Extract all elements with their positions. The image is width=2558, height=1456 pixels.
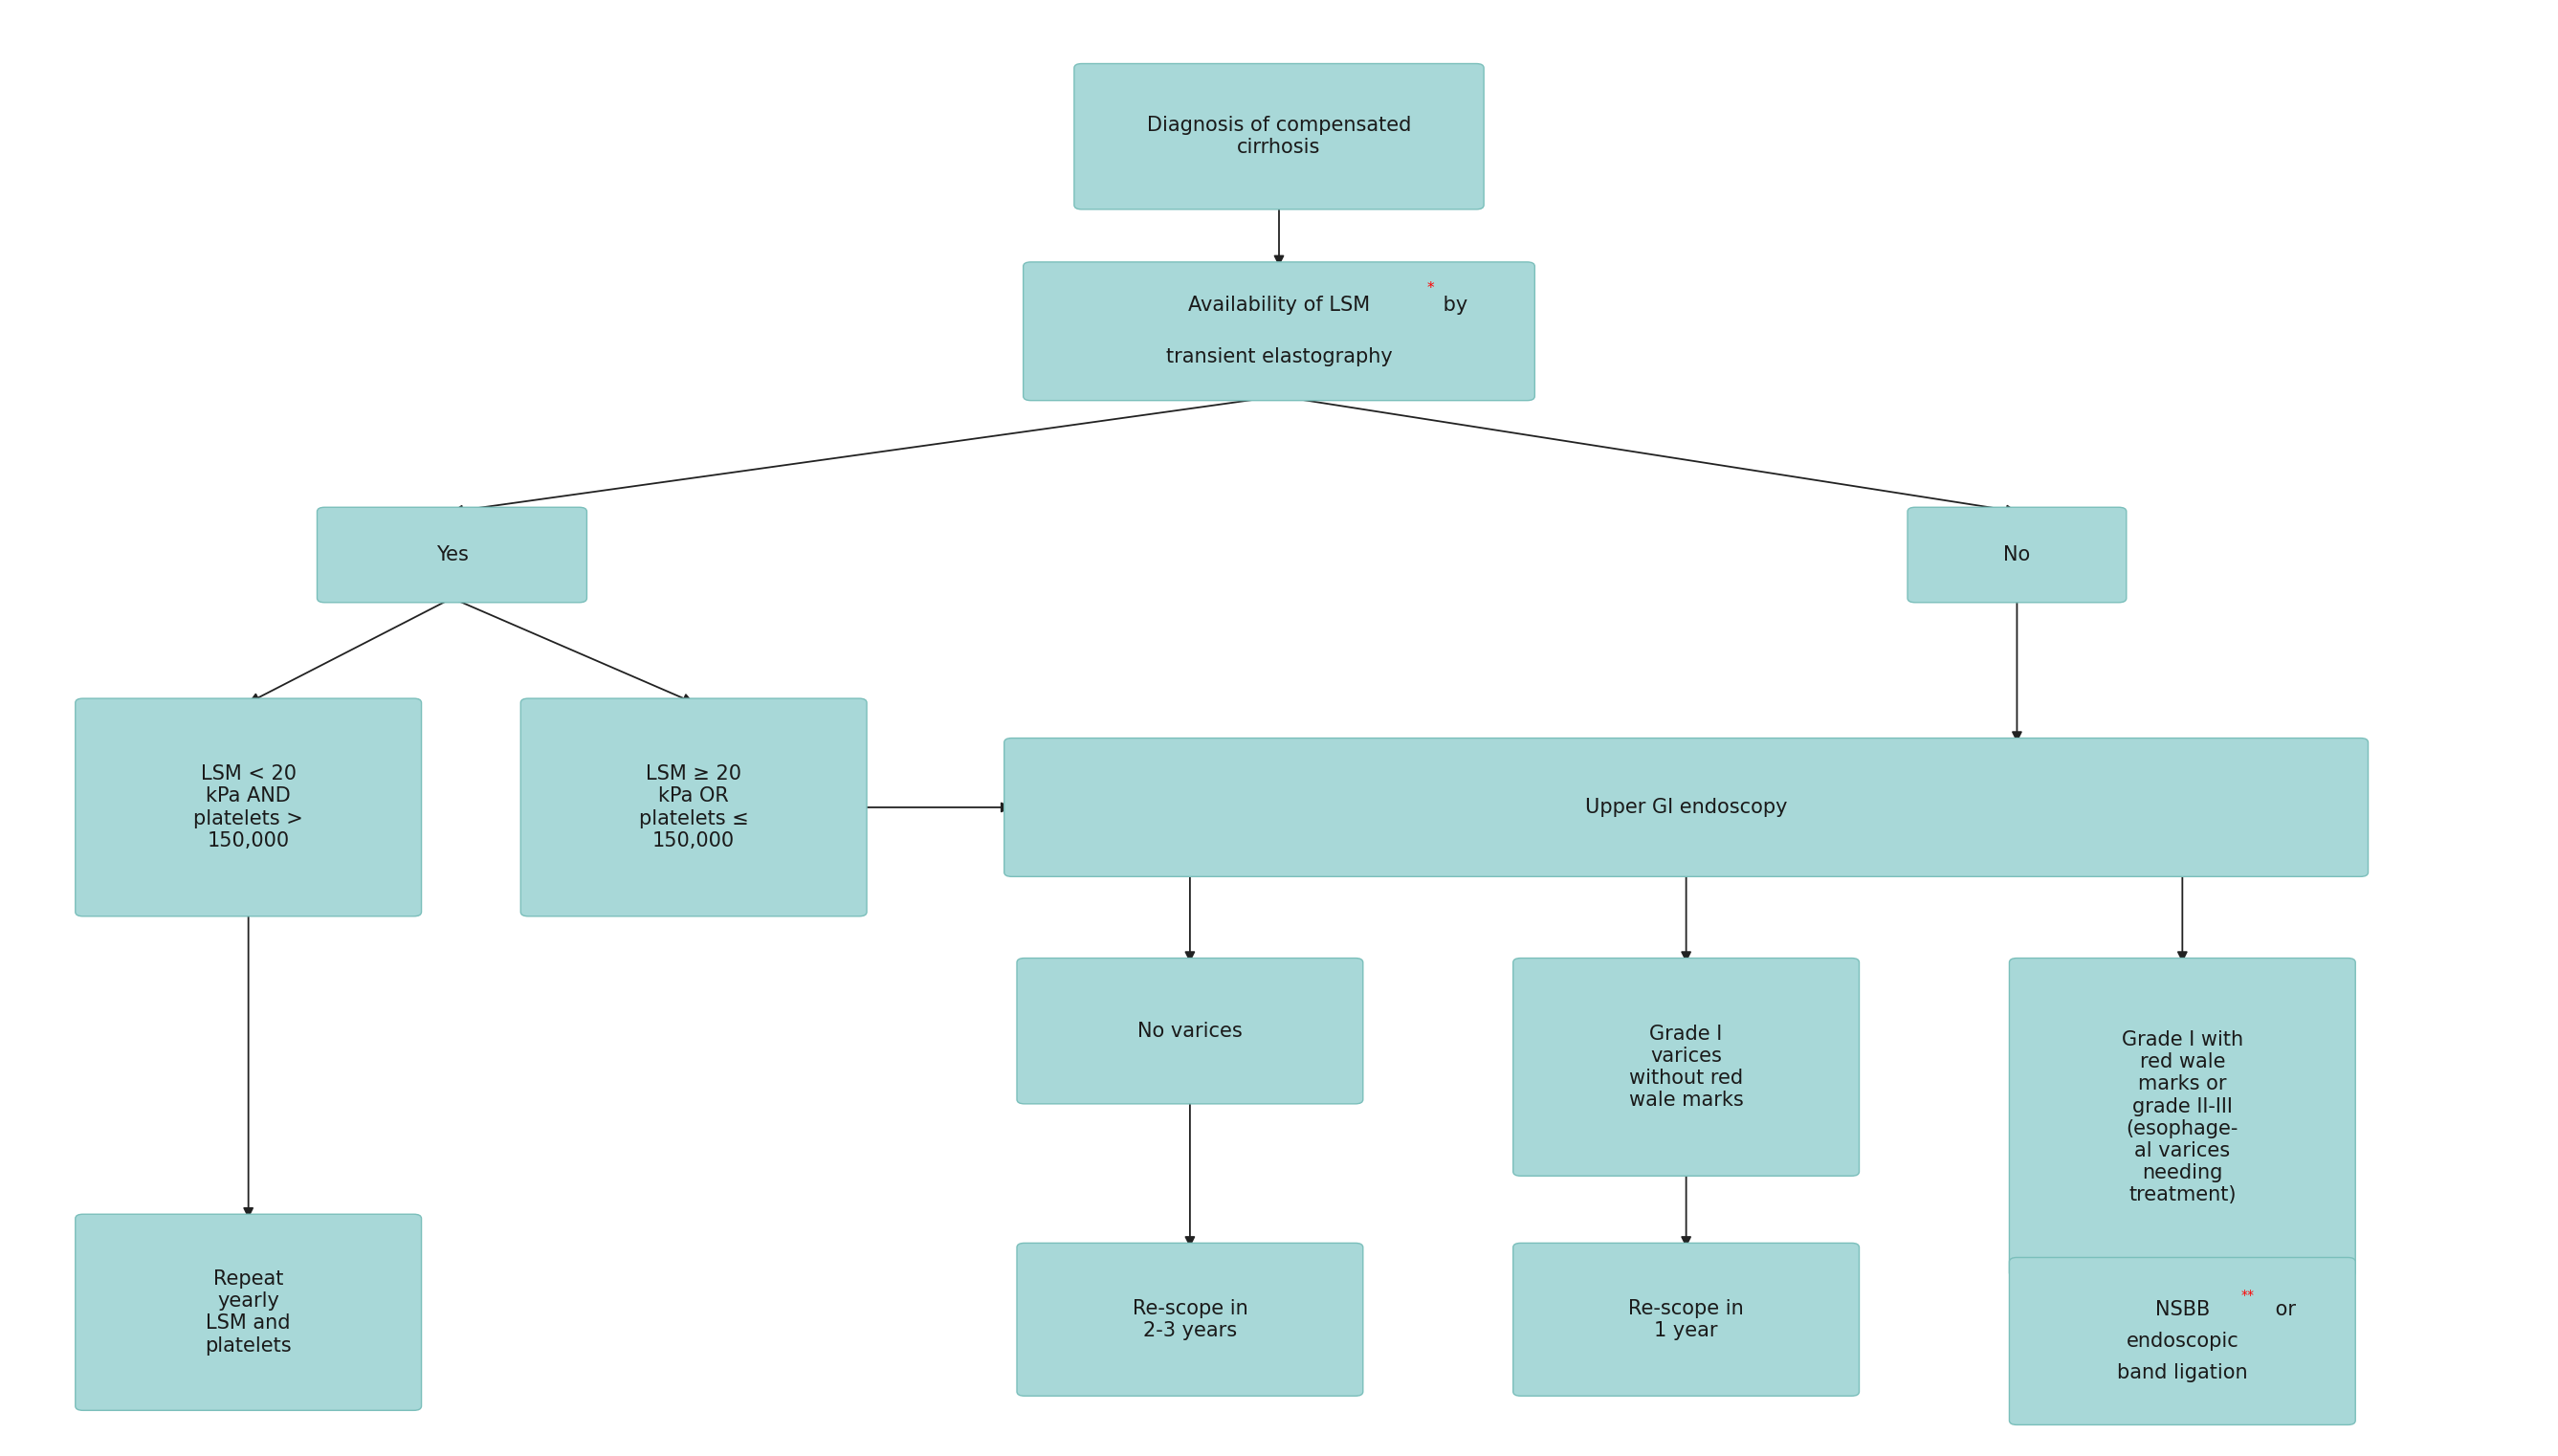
Text: or: or [2269,1300,2295,1319]
Text: Upper GI endoscopy: Upper GI endoscopy [1586,798,1788,817]
Text: NSBB: NSBB [2154,1300,2210,1319]
Text: Availability of LSM: Availability of LSM [1187,296,1371,314]
FancyBboxPatch shape [1908,507,2126,603]
FancyBboxPatch shape [74,699,422,916]
FancyBboxPatch shape [1018,958,1363,1104]
FancyBboxPatch shape [1074,64,1484,210]
Text: *: * [1427,281,1435,296]
FancyBboxPatch shape [317,507,586,603]
Text: No: No [2003,546,2031,565]
Text: endoscopic: endoscopic [2126,1332,2238,1351]
FancyBboxPatch shape [1005,738,2369,877]
Text: Grade I with
red wale
marks or
grade II-III
(esophage-
al varices
needing
treatm: Grade I with red wale marks or grade II-… [2121,1031,2243,1204]
Text: Re-scope in
2-3 years: Re-scope in 2-3 years [1133,1299,1248,1340]
Text: transient elastography: transient elastography [1166,348,1392,367]
FancyBboxPatch shape [522,699,867,916]
FancyBboxPatch shape [74,1214,422,1411]
Text: Grade I
varices
without red
wale marks: Grade I varices without red wale marks [1629,1024,1745,1109]
FancyBboxPatch shape [2011,1258,2356,1425]
Text: No varices: No varices [1138,1022,1243,1041]
Text: band ligation: band ligation [2118,1363,2248,1382]
FancyBboxPatch shape [1514,1243,1860,1396]
Text: LSM < 20
kPa AND
platelets >
150,000: LSM < 20 kPa AND platelets > 150,000 [194,764,304,850]
FancyBboxPatch shape [1018,1243,1363,1396]
FancyBboxPatch shape [1514,958,1860,1176]
Text: LSM ≥ 20
kPa OR
platelets ≤
150,000: LSM ≥ 20 kPa OR platelets ≤ 150,000 [640,764,749,850]
Text: Diagnosis of compensated
cirrhosis: Diagnosis of compensated cirrhosis [1146,116,1412,157]
FancyBboxPatch shape [2011,958,2356,1277]
Text: Yes: Yes [435,546,468,565]
Text: **: ** [2241,1289,2254,1302]
Text: Repeat
yearly
LSM and
platelets: Repeat yearly LSM and platelets [205,1270,292,1356]
Text: Re-scope in
1 year: Re-scope in 1 year [1629,1299,1745,1340]
Text: by: by [1438,296,1468,314]
FancyBboxPatch shape [1023,262,1535,400]
